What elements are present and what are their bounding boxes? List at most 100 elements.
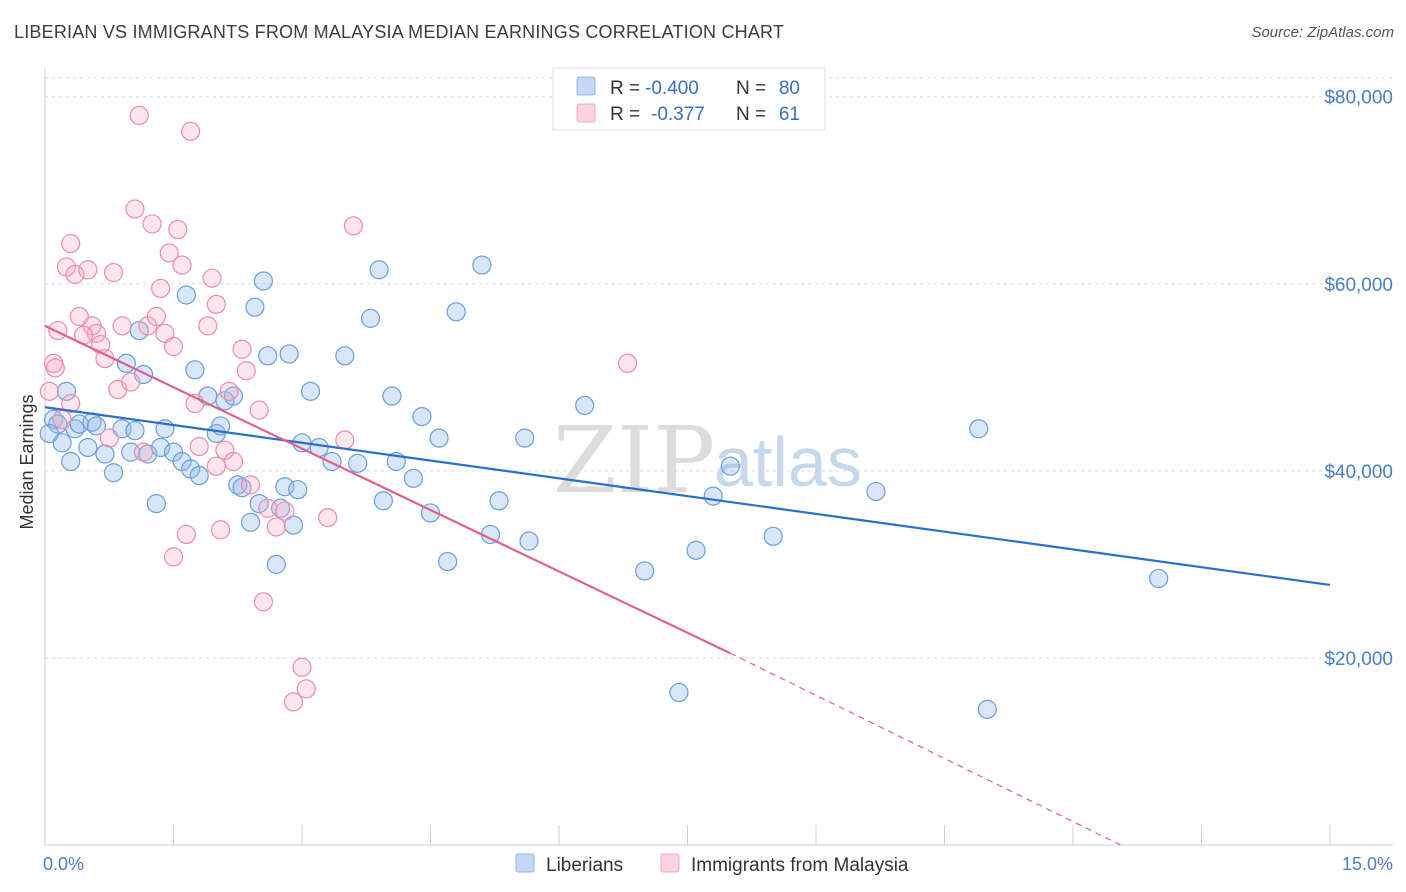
liberian-point <box>283 515 304 535</box>
malaysia-point <box>61 393 81 414</box>
malaysia-point <box>146 306 166 327</box>
bottom-legend-swatch-malaysia <box>660 853 680 873</box>
malaysia-point <box>617 353 638 373</box>
liberian-point <box>52 433 72 453</box>
legend-n-value-2: 61 <box>779 104 800 125</box>
liberian-point <box>335 346 355 366</box>
liberian-point <box>300 381 321 401</box>
liberian-point <box>703 486 723 506</box>
malaysia-point <box>61 233 81 254</box>
malaysia-point <box>133 442 154 462</box>
liberian-point <box>438 551 458 572</box>
malaysia-point <box>292 657 312 677</box>
liberian-point <box>146 493 166 514</box>
liberian-point <box>86 416 107 436</box>
liberian-point <box>472 255 492 275</box>
bottom-legend-liberians: Liberians <box>546 855 623 876</box>
malaysia-point <box>266 517 286 537</box>
malaysia-point <box>258 498 278 518</box>
liberian-point <box>125 421 145 441</box>
liberian-point <box>369 260 389 280</box>
legend-r-value-1: -0.400 <box>645 78 699 99</box>
liberian-point <box>348 453 368 473</box>
y-tick-label: $60,000 <box>1324 275 1393 296</box>
malaysia-point <box>65 264 85 285</box>
malaysia-point <box>318 508 338 528</box>
liberian-point <box>322 451 342 472</box>
liberian-point <box>429 428 449 448</box>
liberian-point <box>103 463 124 483</box>
y-tick-label: $40,000 <box>1324 462 1393 483</box>
malaysia-point <box>206 456 226 476</box>
malaysia-point <box>103 262 124 283</box>
legend-r-label-1: R = <box>610 78 640 99</box>
legend-box <box>552 67 826 131</box>
malaysia-point <box>176 524 196 545</box>
legend: R = -0.400 N = 80 R = -0.377 N = 61 <box>552 67 826 131</box>
liberian-point <box>241 512 261 532</box>
x-tick-label-max: 15.0% <box>1342 854 1393 874</box>
liberian-point <box>515 428 535 448</box>
y-tick-label: $80,000 <box>1324 88 1393 109</box>
malaysia-trend-line <box>44 324 731 655</box>
y-tick-labels: $20,000 $40,000 $60,000 $80,000 <box>1324 88 1393 670</box>
y-axis-label: Median Earnings <box>17 394 37 529</box>
malaysia-point <box>129 105 149 126</box>
malaysia-point <box>253 592 274 612</box>
malaysia-point <box>172 255 192 275</box>
trend-lines <box>44 324 1331 846</box>
malaysia-point <box>211 520 231 540</box>
bottom-legend-swatch-liberians <box>515 853 535 873</box>
malaysia-point <box>78 260 98 280</box>
legend-r-label-2: R = <box>610 104 640 125</box>
liberian-point <box>95 444 115 464</box>
malaysia-point <box>202 268 222 288</box>
malaysia-point <box>69 306 89 327</box>
liberian-point <box>866 481 886 502</box>
legend-swatch-malaysia <box>576 103 596 123</box>
liberian-point <box>78 437 98 458</box>
legend-n-label-1: N = <box>736 78 766 99</box>
malaysia-point <box>335 430 355 450</box>
liberian-point <box>61 451 81 472</box>
liberian-point <box>763 526 783 546</box>
liberian-point <box>360 308 381 328</box>
liberian-point <box>39 423 59 444</box>
malaysia-point <box>223 451 244 472</box>
malaysia-point <box>189 436 209 457</box>
liberian-point <box>489 491 509 511</box>
malaysia-point <box>163 336 184 357</box>
liberian-point <box>412 407 432 427</box>
malaysia-point <box>99 428 119 448</box>
liberian-point <box>403 468 423 488</box>
liberian-point <box>373 491 393 511</box>
liberian-point <box>669 682 689 703</box>
liberian-point <box>686 540 706 560</box>
axes <box>44 68 1393 846</box>
malaysia-point <box>232 339 252 359</box>
liberian-point <box>258 346 278 366</box>
malaysia-point <box>249 400 269 420</box>
legend-n-value-1: 80 <box>779 78 800 99</box>
malaysia-point <box>296 679 316 699</box>
malaysia-point <box>151 278 171 299</box>
malaysia-point <box>343 216 363 236</box>
liberian-point <box>446 302 466 322</box>
malaysia-point <box>236 361 256 381</box>
liberian-trend-line <box>44 406 1331 587</box>
watermark-zip: ZIP <box>553 407 715 514</box>
liberian-point <box>266 554 286 574</box>
data-points <box>39 105 1169 719</box>
malaysia-point <box>206 294 226 314</box>
liberian-point <box>382 386 402 406</box>
malaysia-point <box>219 381 239 401</box>
liberian-point <box>176 285 196 305</box>
liberian-point <box>969 419 989 439</box>
malaysia-point <box>283 692 304 712</box>
malaysia-point <box>241 475 261 495</box>
liberian-point <box>185 360 205 380</box>
malaysia-point <box>48 320 68 341</box>
x-tick-label-min: 0.0% <box>43 854 84 874</box>
malaysia-point <box>142 214 162 234</box>
